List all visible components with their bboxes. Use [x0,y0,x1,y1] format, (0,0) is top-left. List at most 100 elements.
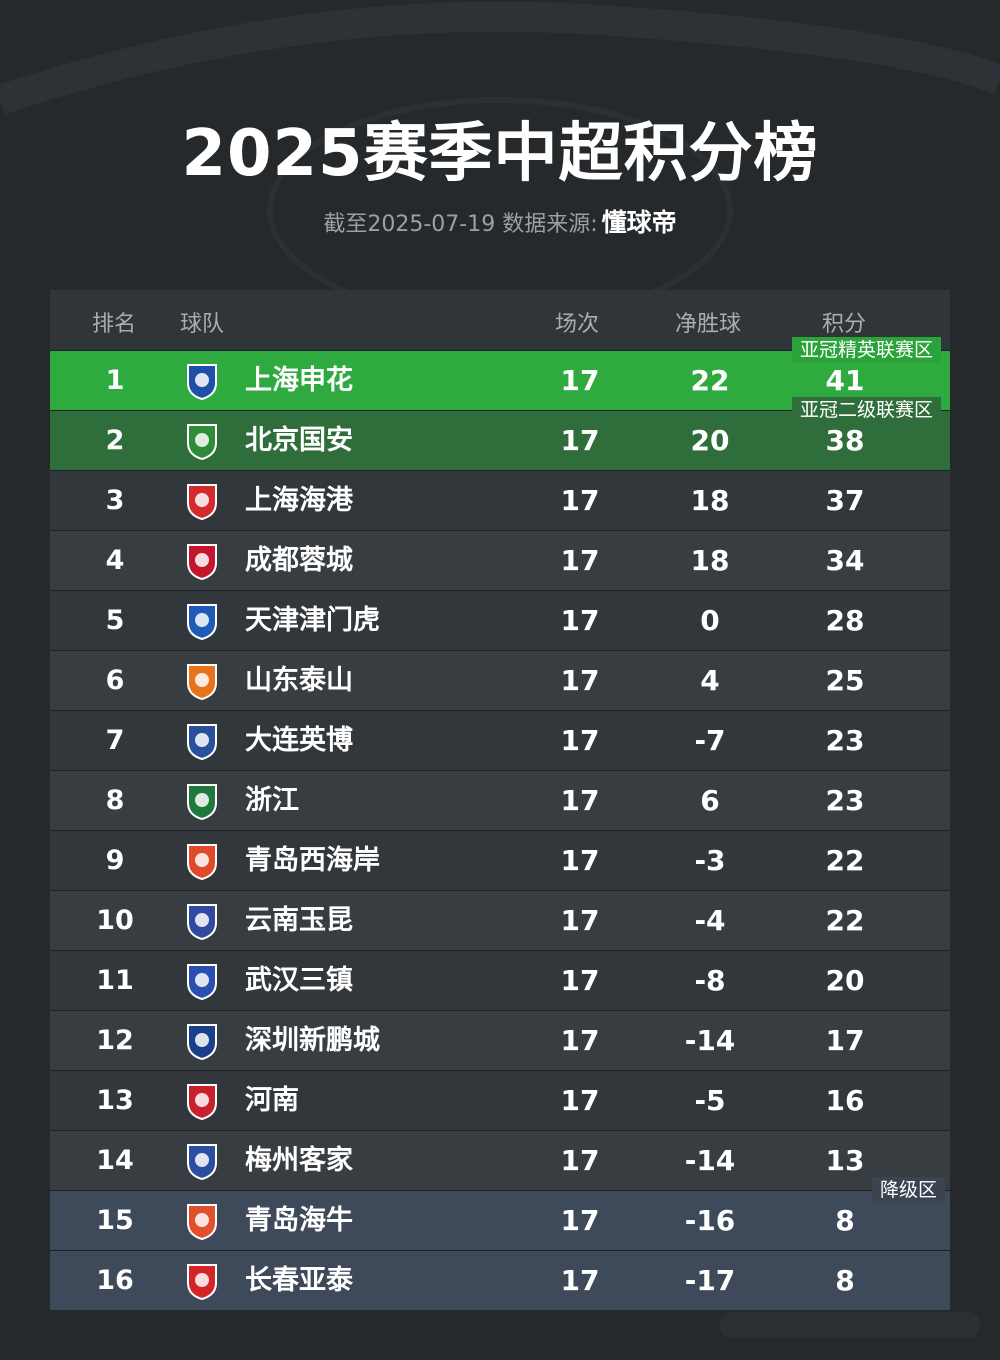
played-cell: 17 [560,364,600,397]
table-row: 4 成都蓉城 17 18 34 [50,530,950,590]
goal-diff-cell: 0 [700,604,720,637]
points-cell: 17 [825,1024,865,1057]
table-row: 10 云南玉昆 17 -4 22 [50,890,950,950]
played-cell: 17 [560,484,600,517]
points-cell: 8 [835,1264,855,1297]
played-cell: 17 [560,964,600,997]
zone-label-acl-elite: 亚冠精英联赛区 [792,337,942,363]
table-row: 6 山东泰山 17 4 25 [50,650,950,710]
watermark [720,1312,980,1338]
shenhua-badge-icon [182,361,222,401]
table-row: 16 长春亚泰 17 -17 8 [50,1250,950,1310]
table-row: 15 青岛海牛 17 -16 8 [50,1190,950,1250]
table-row: 14 梅州客家 17 -14 13 [50,1130,950,1190]
points-cell: 41 [825,364,865,397]
yingbo-badge-icon [182,721,222,761]
zhejiang-badge-icon [182,781,222,821]
header-played: 场次 [555,312,600,337]
table-row: 11 武汉三镇 17 -8 20 [50,950,950,1010]
team-name: 长春亚泰 [245,1265,353,1296]
rank-cell: 15 [96,1205,134,1236]
goal-diff-cell: -16 [684,1204,736,1237]
rank-cell: 8 [105,785,125,816]
table-row: 3 上海海港 17 18 37 [50,470,950,530]
points-cell: 25 [825,664,865,697]
team-name: 河南 [245,1085,299,1116]
standings-table: 排名 球队 场次 净胜球 积分 1 上海申花 17 22 41 2 北京国安 17 20 38 3 上… [50,290,950,1310]
rank-cell: 5 [105,605,125,636]
team-name: 上海申花 [245,365,353,396]
played-cell: 17 [560,1024,600,1057]
goal-diff-cell: -4 [694,904,726,937]
played-cell: 17 [560,724,600,757]
points-cell: 16 [825,1084,865,1117]
goal-diff-cell: -5 [694,1084,726,1117]
points-cell: 37 [825,484,865,517]
points-cell: 13 [825,1144,865,1177]
team-name: 天津津门虎 [245,605,380,636]
jinmenhu-badge-icon [182,601,222,641]
team-name: 武汉三镇 [245,965,353,996]
henan-badge-icon [182,1081,222,1121]
points-cell: 8 [835,1204,855,1237]
page-title: 2025赛季中超积分榜 [181,117,819,191]
rank-cell: 13 [96,1085,134,1116]
goal-diff-cell: -7 [694,724,726,757]
background-decoration [0,1,1000,300]
rank-cell: 7 [105,725,125,756]
team-name: 青岛西海岸 [245,845,380,876]
team-name: 北京国安 [245,425,353,456]
goal-diff-cell: 18 [690,484,730,517]
played-cell: 17 [560,664,600,697]
header-points: 积分 [822,312,867,337]
table-row: 12 深圳新鹏城 17 -14 17 [50,1010,950,1070]
subtitle-source: 懂球帝 [601,208,677,237]
team-name: 大连英博 [245,725,353,756]
team-name: 成都蓉城 [245,545,353,576]
played-cell: 17 [560,1144,600,1177]
points-cell: 20 [825,964,865,997]
points-cell: 22 [825,904,865,937]
table-body: 1 上海申花 17 22 41 2 北京国安 17 20 38 3 上海海港 17 18 37 4 成都蓉城 17… [50,350,950,1310]
points-cell: 23 [825,784,865,817]
played-cell: 17 [560,844,600,877]
played-cell: 17 [560,1264,600,1297]
table-header: 排名 球队 场次 净胜球 积分 [50,290,950,350]
team-name: 上海海港 [245,485,353,516]
played-cell: 17 [560,544,600,577]
kejia-badge-icon [182,1141,222,1181]
team-name: 云南玉昆 [245,905,353,936]
table-row: 7 大连英博 17 -7 23 [50,710,950,770]
team-name: 梅州客家 [245,1145,353,1176]
sanzhen-badge-icon [182,961,222,1001]
goal-diff-cell: 6 [700,784,720,817]
zone-label-relegation: 降级区 [872,1177,946,1203]
rank-cell: 1 [105,365,125,396]
rank-cell: 12 [96,1025,134,1056]
rank-cell: 2 [105,425,125,456]
team-name: 青岛海牛 [245,1205,353,1236]
played-cell: 17 [560,784,600,817]
played-cell: 17 [560,604,600,637]
rank-cell: 14 [96,1145,134,1176]
yatai-badge-icon [182,1261,222,1301]
header-team: 球队 [180,312,225,337]
rank-cell: 6 [105,665,125,696]
hainiu-badge-icon [182,1201,222,1241]
subtitle-date: 截至2025-07-19 数据来源: [323,212,598,237]
rank-cell: 10 [96,905,134,936]
rank-cell: 16 [96,1265,134,1296]
goal-diff-cell: -14 [684,1024,736,1057]
points-cell: 34 [825,544,865,577]
played-cell: 17 [560,904,600,937]
points-cell: 28 [825,604,865,637]
team-name: 浙江 [245,785,299,816]
header-rank: 排名 [92,312,137,337]
header-goal-diff: 净胜球 [675,312,742,337]
rank-cell: 9 [105,845,125,876]
played-cell: 17 [560,1084,600,1117]
team-name: 深圳新鹏城 [245,1025,380,1056]
table-row: 5 天津津门虎 17 0 28 [50,590,950,650]
goal-diff-cell: -3 [694,844,726,877]
table-row: 9 青岛西海岸 17 -3 22 [50,830,950,890]
